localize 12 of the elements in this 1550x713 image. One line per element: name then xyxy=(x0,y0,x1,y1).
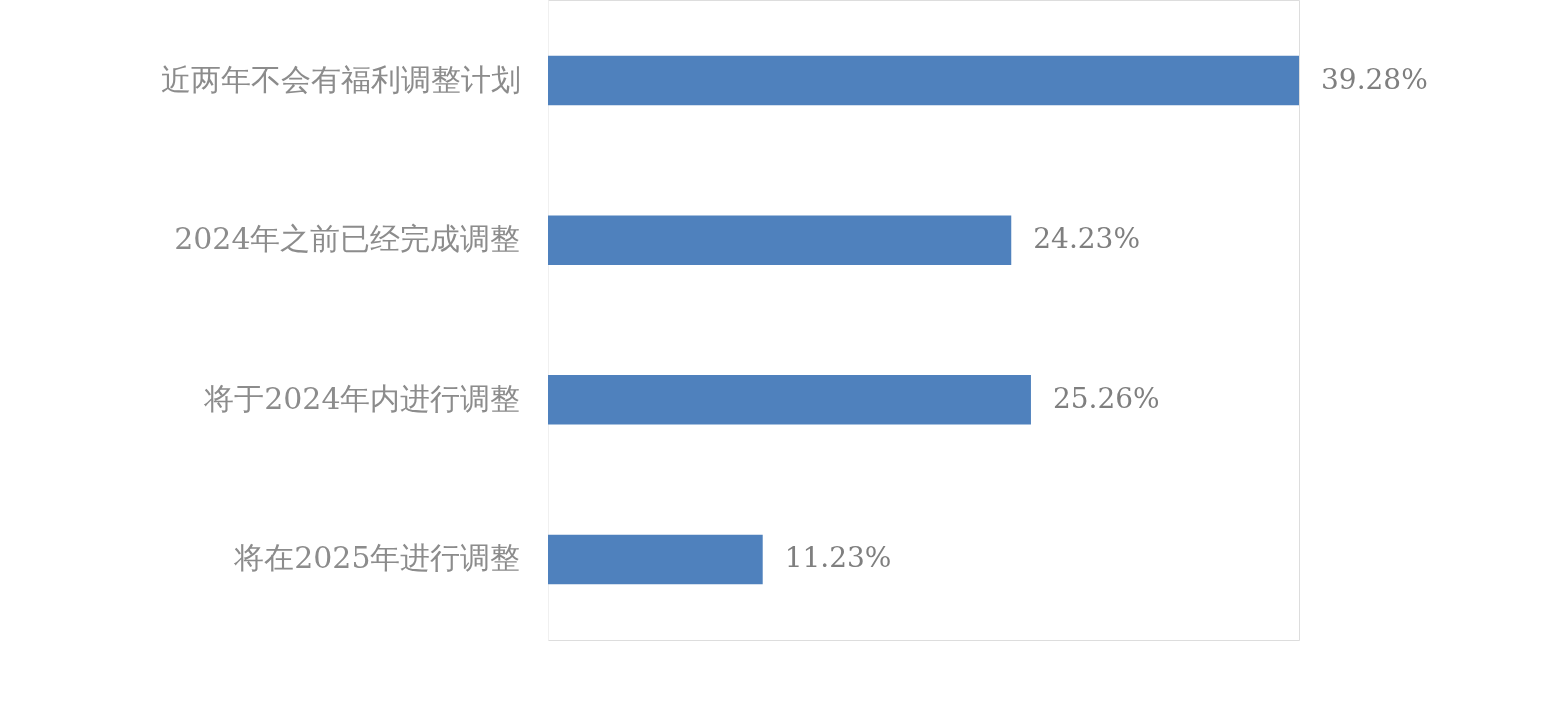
y-tick-label: 近两年不会有福利调整计划 xyxy=(160,61,521,97)
bar xyxy=(548,55,1299,106)
y-tick-label: 将于2024年内进行调整 xyxy=(203,380,521,416)
data-label: 24.23% xyxy=(1033,222,1141,256)
bar xyxy=(548,215,1012,265)
bar xyxy=(548,534,763,585)
data-label: 11.23% xyxy=(784,541,892,575)
y-tick-label: 2024年之前已经完成调整 xyxy=(174,221,521,257)
y-tick-label: 将在2025年进行调整 xyxy=(233,540,521,576)
data-label: 39.28% xyxy=(1321,62,1428,96)
data-label: 25.26% xyxy=(1052,381,1160,415)
bar xyxy=(548,375,1031,425)
